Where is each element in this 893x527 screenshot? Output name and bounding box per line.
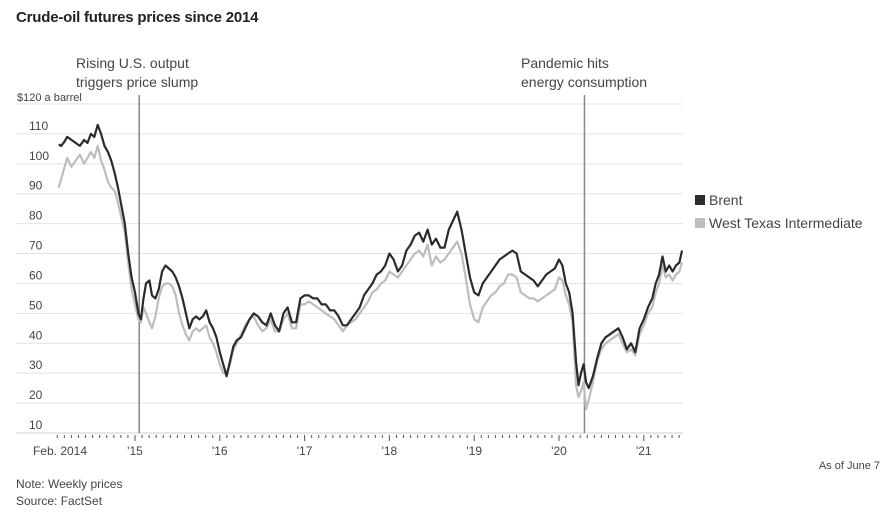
x-tick-label: '19 <box>466 444 482 458</box>
x-tick-label: '20 <box>551 444 567 458</box>
x-axis: Feb. 2014 '15 '16 '17 '18 '19 '20 '21 <box>33 435 680 458</box>
annotation-line-2: energy consumption <box>521 74 648 90</box>
y-tick-label: 110 <box>29 119 48 133</box>
y-tick-label: 100 <box>29 149 49 163</box>
annotation-us-output: Rising U.S. output triggers price slump <box>76 54 198 92</box>
annotation-pandemic: Pandemic hits energy consumption <box>521 54 647 92</box>
x-tick-label: '21 <box>636 444 652 458</box>
x-tick-label: '15 <box>127 444 143 458</box>
y-tick-label: 10 <box>29 418 43 432</box>
footnotes: Note: Weekly prices Source: FactSet <box>16 476 122 510</box>
annotation-line-1: Rising U.S. output <box>76 55 189 71</box>
series-line-wti <box>57 144 684 411</box>
x-tick-label: '17 <box>297 444 313 458</box>
y-axis-unit-label: $120 a barrel <box>17 92 82 104</box>
y-tick-label: 70 <box>29 239 43 253</box>
legend-label-wti: West Texas Intermediate <box>709 214 863 231</box>
as-of-date: As of June 7 <box>818 460 880 472</box>
y-tick-label: 30 <box>29 358 43 372</box>
chart-title: Crude-oil futures prices since 2014 <box>16 9 259 26</box>
y-tick-label: 60 <box>29 268 43 282</box>
annotation-line-1: Pandemic hits <box>521 55 609 71</box>
x-tick-label: '18 <box>382 444 398 458</box>
gridlines <box>16 103 683 434</box>
legend-item-wti: West Texas Intermediate <box>695 211 863 234</box>
source-text: Source: FactSet <box>16 494 103 508</box>
y-tick-label: 90 <box>29 179 43 193</box>
y-axis-labels: 10 20 30 40 50 60 70 80 90 100 110 $120 a barrel <box>17 92 82 432</box>
wti-swatch-icon <box>695 217 705 228</box>
series-line-brent <box>58 123 684 390</box>
legend-label-brent: Brent <box>709 191 743 208</box>
legend: Brent West Texas Intermediate <box>695 188 863 234</box>
brent-swatch-icon <box>695 194 705 205</box>
y-tick-label: 40 <box>29 328 43 342</box>
series-lines <box>57 123 684 411</box>
legend-item-brent: Brent <box>695 188 863 211</box>
y-tick-label: 50 <box>29 298 43 312</box>
x-tick-label: '16 <box>212 444 228 458</box>
y-tick-label: 20 <box>29 388 43 402</box>
annotation-line-2: triggers price slump <box>76 74 199 90</box>
y-tick-label: 80 <box>29 209 43 223</box>
note-text: Note: Weekly prices <box>16 477 123 491</box>
annotation-lines <box>138 95 586 433</box>
x-tick-label: Feb. 2014 <box>33 444 87 458</box>
